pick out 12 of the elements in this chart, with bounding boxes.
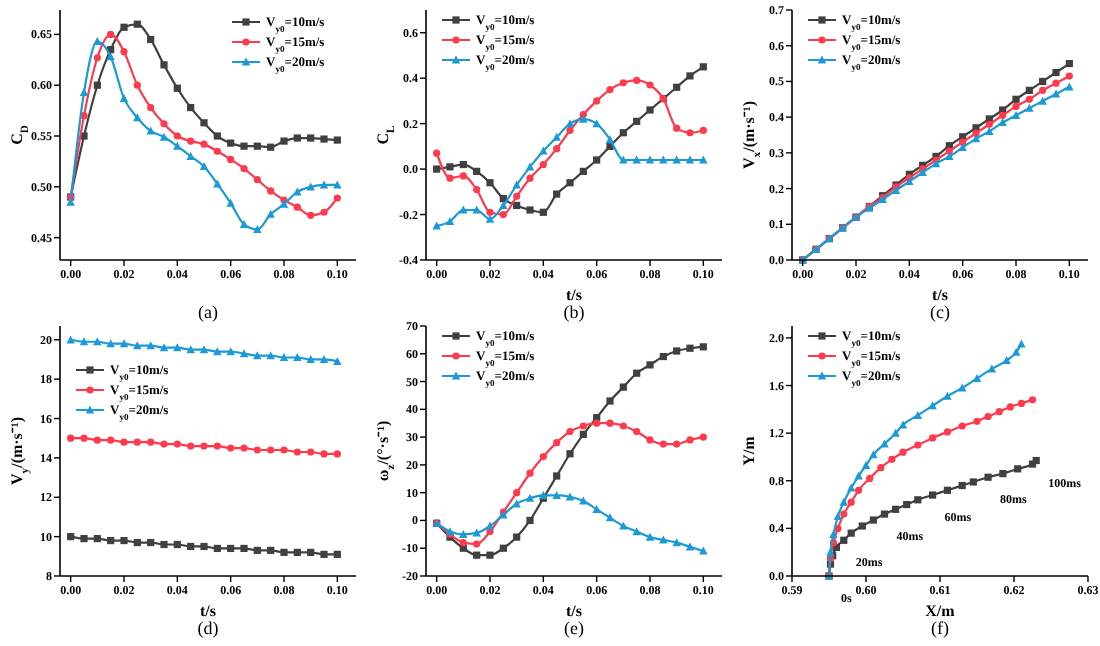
- text: (e): [564, 618, 584, 638]
- x-axis-title: t/s: [200, 602, 216, 620]
- text: (b): [563, 302, 585, 322]
- x-axis-title: t/s: [932, 286, 948, 304]
- text: (f): [931, 618, 949, 638]
- text: (d): [197, 618, 219, 638]
- x-axis-title: X/m: [925, 602, 956, 620]
- x-axis-title: t/s: [566, 286, 582, 304]
- x-axis-title: t/s: [566, 602, 582, 620]
- y-axis-title: Y/m: [740, 435, 758, 466]
- text: (a): [198, 302, 218, 322]
- text: (c): [930, 302, 950, 322]
